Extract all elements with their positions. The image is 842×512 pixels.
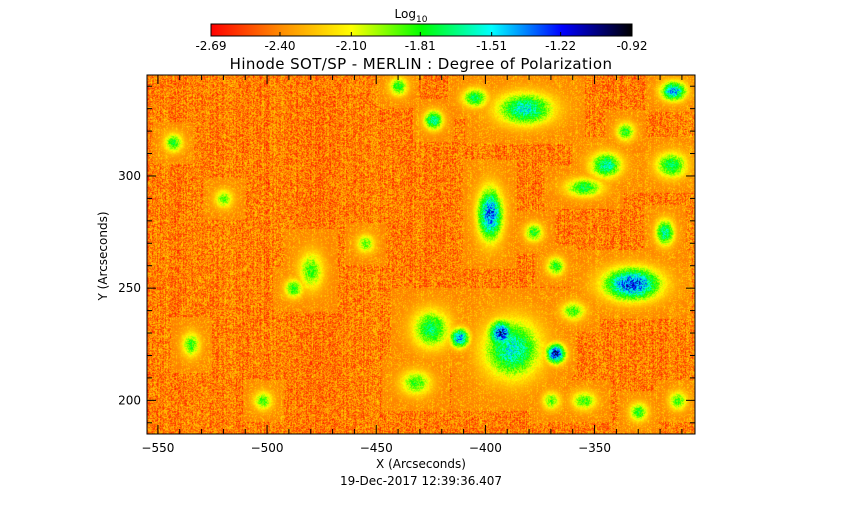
x-tick-label: −500 bbox=[251, 441, 284, 455]
colorbar-tick-label: -1.51 bbox=[476, 39, 507, 53]
colorbar-tick-label: -2.10 bbox=[336, 39, 367, 53]
timestamp: 19-Dec-2017 12:39:36.407 bbox=[340, 474, 502, 488]
colorbar-tick-label: -0.92 bbox=[616, 39, 647, 53]
colorbar-tick-label: -1.81 bbox=[405, 39, 436, 53]
x-tick-label: −550 bbox=[141, 441, 174, 455]
y-tick-label: 250 bbox=[118, 281, 141, 295]
y-axis: 200 250 300 bbox=[118, 85, 695, 424]
y-tick-label: 300 bbox=[118, 169, 141, 183]
plot-frame bbox=[146, 74, 696, 435]
colorbar-label: Log10 bbox=[395, 7, 428, 25]
x-tick-label: −350 bbox=[578, 441, 611, 455]
colorbar bbox=[211, 24, 632, 36]
x-tick-label: −400 bbox=[469, 441, 502, 455]
x-axis-label: X (Arcseconds) bbox=[376, 457, 466, 471]
x-axis: −550 −500 −450 −400 −350 bbox=[141, 75, 683, 455]
colorbar-tick-label: -2.40 bbox=[264, 39, 295, 53]
y-tick-label: 200 bbox=[118, 393, 141, 407]
colorbar-tick-label: -2.69 bbox=[195, 39, 226, 53]
chart-title: Hinode SOT/SP - MERLIN : Degree of Polar… bbox=[230, 55, 613, 73]
colorbar-tick-label: -1.22 bbox=[545, 39, 576, 53]
colorbar-frame bbox=[210, 23, 633, 37]
polarization-map bbox=[147, 75, 695, 434]
colorbar-ticks: -2.69 -2.40 -2.10 -1.81 -1.51 -1.22 -0.92 bbox=[195, 32, 648, 53]
x-tick-label: −450 bbox=[360, 441, 393, 455]
y-axis-label: Y (Arcseconds) bbox=[96, 211, 110, 301]
